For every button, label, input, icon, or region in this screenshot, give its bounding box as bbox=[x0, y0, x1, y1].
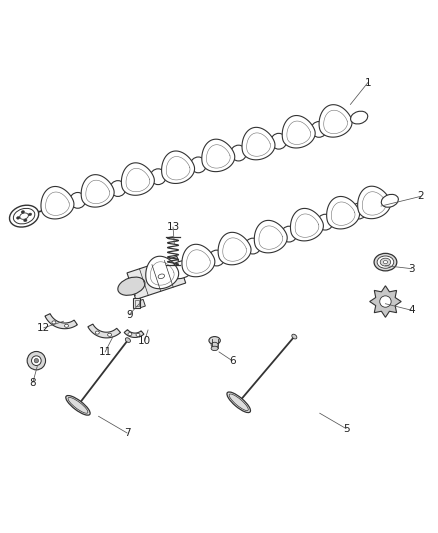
Text: 8: 8 bbox=[29, 377, 36, 387]
Ellipse shape bbox=[158, 274, 165, 279]
Ellipse shape bbox=[317, 214, 333, 230]
Ellipse shape bbox=[271, 133, 286, 149]
Text: 12: 12 bbox=[37, 323, 50, 333]
Ellipse shape bbox=[231, 145, 247, 161]
Ellipse shape bbox=[118, 277, 145, 295]
Ellipse shape bbox=[351, 203, 367, 219]
Ellipse shape bbox=[108, 333, 112, 336]
Polygon shape bbox=[319, 104, 352, 137]
Ellipse shape bbox=[377, 256, 394, 268]
Ellipse shape bbox=[383, 261, 388, 264]
Polygon shape bbox=[242, 127, 275, 160]
Ellipse shape bbox=[381, 195, 398, 207]
Polygon shape bbox=[290, 208, 323, 241]
Polygon shape bbox=[134, 298, 141, 308]
Ellipse shape bbox=[10, 205, 39, 227]
Ellipse shape bbox=[229, 394, 248, 410]
Ellipse shape bbox=[27, 351, 46, 370]
Polygon shape bbox=[121, 163, 154, 195]
Ellipse shape bbox=[110, 181, 126, 197]
Polygon shape bbox=[45, 313, 78, 329]
Polygon shape bbox=[358, 186, 391, 219]
Ellipse shape bbox=[380, 258, 391, 266]
Ellipse shape bbox=[66, 395, 90, 415]
Ellipse shape bbox=[95, 331, 99, 334]
Ellipse shape bbox=[380, 296, 391, 307]
Polygon shape bbox=[254, 220, 287, 253]
Text: 10: 10 bbox=[138, 336, 151, 346]
Text: 2: 2 bbox=[417, 191, 424, 201]
Ellipse shape bbox=[34, 359, 39, 363]
Ellipse shape bbox=[191, 157, 206, 173]
Polygon shape bbox=[88, 324, 120, 338]
Ellipse shape bbox=[281, 226, 297, 242]
Ellipse shape bbox=[20, 213, 28, 219]
Ellipse shape bbox=[173, 262, 188, 278]
Text: 11: 11 bbox=[99, 347, 112, 357]
Polygon shape bbox=[127, 256, 186, 300]
Text: 13: 13 bbox=[166, 222, 180, 232]
Ellipse shape bbox=[17, 216, 20, 219]
Text: 3: 3 bbox=[408, 264, 415, 273]
Ellipse shape bbox=[32, 356, 41, 366]
Text: 7: 7 bbox=[124, 428, 131, 438]
Ellipse shape bbox=[24, 219, 27, 222]
Ellipse shape bbox=[125, 338, 131, 342]
Ellipse shape bbox=[311, 122, 327, 138]
Text: 6: 6 bbox=[229, 356, 236, 366]
Ellipse shape bbox=[136, 333, 140, 336]
Ellipse shape bbox=[64, 324, 68, 327]
Ellipse shape bbox=[168, 261, 195, 279]
Polygon shape bbox=[162, 151, 194, 183]
Ellipse shape bbox=[21, 211, 25, 213]
Polygon shape bbox=[182, 244, 215, 277]
Ellipse shape bbox=[14, 208, 35, 224]
Polygon shape bbox=[370, 286, 401, 317]
Ellipse shape bbox=[227, 392, 251, 413]
Polygon shape bbox=[202, 139, 235, 172]
Polygon shape bbox=[146, 256, 179, 289]
Ellipse shape bbox=[70, 192, 85, 208]
Ellipse shape bbox=[209, 250, 225, 266]
Ellipse shape bbox=[28, 213, 32, 216]
Polygon shape bbox=[137, 300, 145, 308]
Polygon shape bbox=[41, 187, 74, 219]
Ellipse shape bbox=[292, 334, 297, 339]
Polygon shape bbox=[218, 232, 251, 265]
Polygon shape bbox=[327, 197, 360, 229]
Ellipse shape bbox=[211, 346, 218, 351]
Ellipse shape bbox=[245, 238, 261, 254]
Ellipse shape bbox=[68, 398, 88, 413]
Polygon shape bbox=[81, 175, 114, 207]
Polygon shape bbox=[282, 116, 315, 148]
Ellipse shape bbox=[374, 253, 397, 271]
Text: 9: 9 bbox=[126, 310, 133, 320]
Ellipse shape bbox=[52, 321, 56, 324]
Text: 1: 1 bbox=[364, 77, 371, 87]
Ellipse shape bbox=[150, 169, 166, 184]
Polygon shape bbox=[124, 329, 144, 337]
Text: 4: 4 bbox=[408, 305, 415, 316]
Ellipse shape bbox=[209, 336, 220, 344]
Ellipse shape bbox=[128, 333, 132, 336]
Text: 5: 5 bbox=[343, 424, 350, 433]
Ellipse shape bbox=[350, 111, 368, 124]
Ellipse shape bbox=[211, 342, 218, 348]
